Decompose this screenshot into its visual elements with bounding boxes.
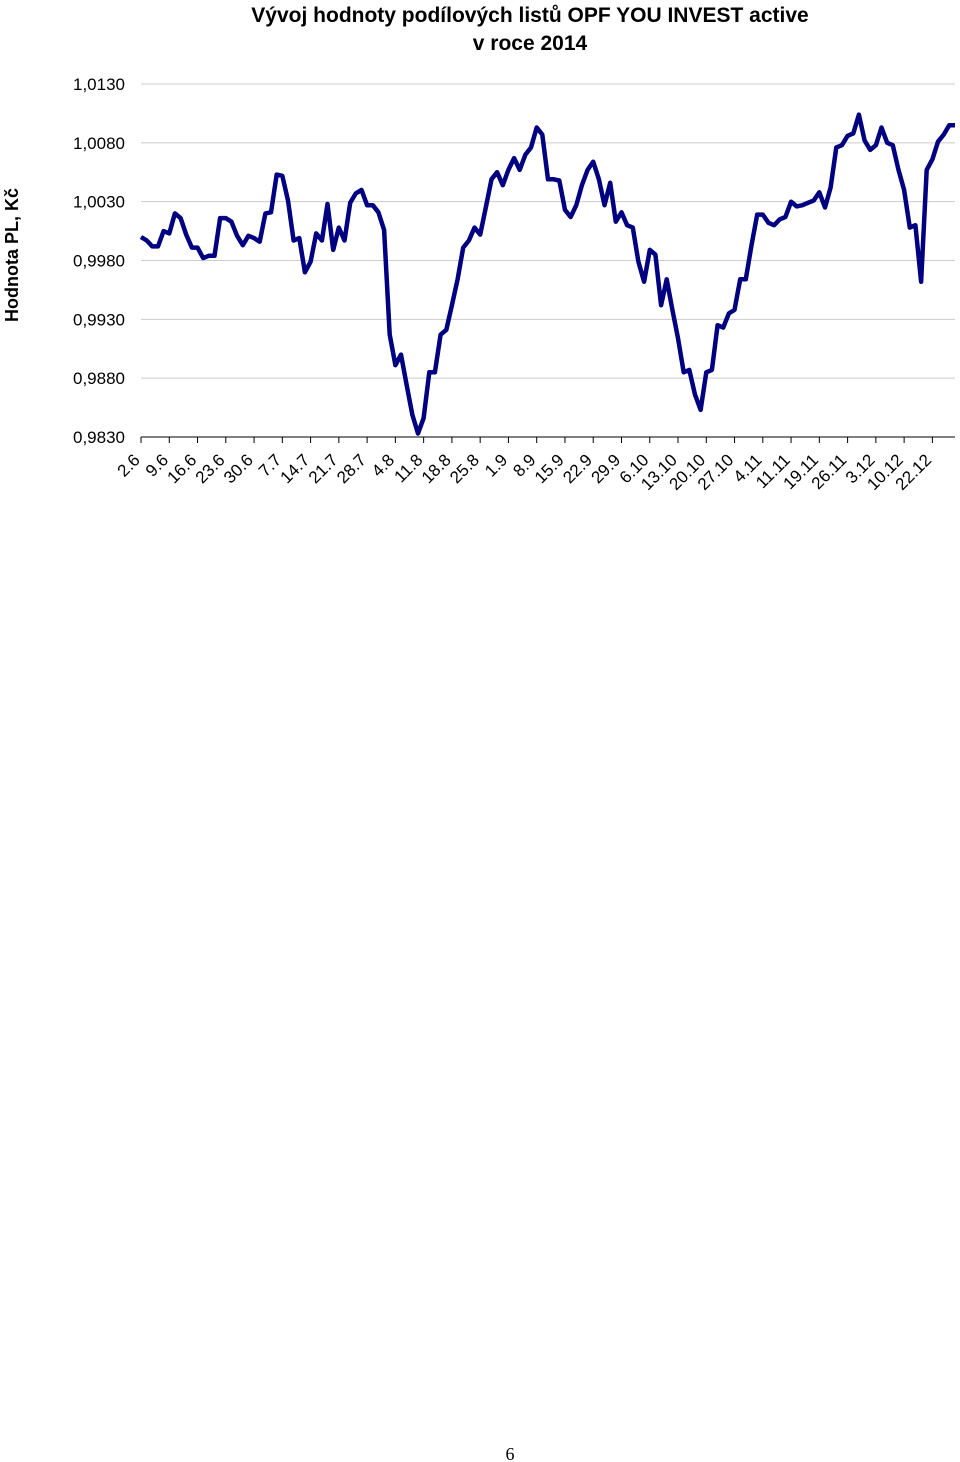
y-tick-label: 0,9880: [73, 369, 125, 388]
x-tick-label: 25.8: [446, 450, 483, 487]
y-tick-label: 1,0030: [73, 193, 125, 212]
x-tick-label: 30.6: [220, 450, 257, 487]
y-axis-label: Hodnota PL, Kč: [2, 188, 22, 322]
y-tick-label: 1,0080: [73, 134, 125, 153]
x-tick-label: 11.8: [391, 450, 427, 486]
x-tick-label: 28.7: [333, 450, 370, 487]
x-tick-label: 22.9: [559, 450, 596, 487]
x-tick-label: 16.6: [164, 450, 201, 487]
chart-title: Vývoj hodnoty podílových listů OPF YOU I…: [251, 4, 808, 27]
x-tick-label: 14.7: [277, 450, 314, 487]
x-tick-label: 1.9: [481, 450, 511, 480]
x-tick-label: 23.6: [192, 450, 229, 487]
page-number: 6: [506, 1444, 515, 1462]
x-tick-label: 21.7: [305, 450, 342, 487]
x-tick-label: 15.9: [531, 450, 568, 487]
y-tick-label: 0,9930: [73, 310, 125, 329]
x-tick-label: 18.8: [418, 450, 455, 487]
data-line: [139, 112, 955, 436]
x-tick-label: 29.9: [587, 450, 624, 487]
y-tick-label: 1,0130: [73, 75, 125, 94]
y-tick-label: 0,9830: [73, 428, 125, 447]
chart-title: v roce 2014: [473, 32, 588, 55]
x-tick-label: 2.6: [114, 450, 144, 480]
y-tick-label: 0,9980: [73, 252, 125, 271]
